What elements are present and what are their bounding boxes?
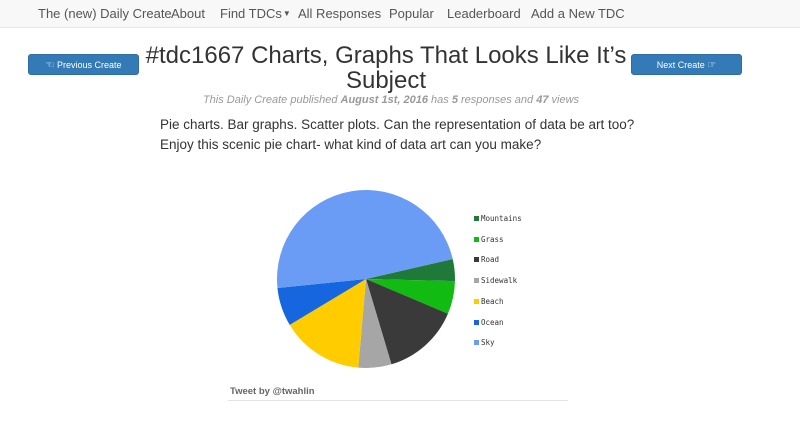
- hand-point-left-icon: ☜: [45, 60, 55, 71]
- legend-label: Sky: [481, 338, 495, 348]
- nav-find-tdcs-label: Find TDCs: [220, 6, 282, 21]
- description-line-1: Pie charts. Bar graphs. Scatter plots. C…: [160, 117, 635, 132]
- legend-item-ocean: Ocean: [474, 318, 564, 328]
- tweet-attribution[interactable]: Tweet by @twahlin: [230, 386, 315, 397]
- nav-home-link[interactable]: The (new) Daily Create: [38, 6, 172, 21]
- legend-item-mountains: Mountains: [474, 214, 564, 224]
- next-create-button[interactable]: Next Create ☞: [631, 54, 742, 75]
- meta-has: has: [431, 94, 449, 106]
- meta-views: views: [551, 94, 580, 106]
- next-create-label: Next Create: [656, 60, 705, 70]
- legend-label: Beach: [481, 296, 504, 306]
- top-navbar: The (new) Daily Create About Find TDCs▼ …: [0, 0, 800, 28]
- meta-responses-and: responses and: [461, 94, 534, 106]
- pie-slice-beach: [289, 279, 366, 368]
- legend-label: Road: [481, 255, 500, 265]
- pie-slice-sidewalk: [358, 279, 392, 368]
- pie-slice-road: [366, 279, 448, 365]
- pie-slice-mountains: [366, 258, 455, 282]
- nav-add-tdc-link[interactable]: Add a New TDC: [531, 6, 625, 21]
- legend-item-sidewalk: Sidewalk: [474, 276, 564, 286]
- previous-create-label: Previous Create: [56, 60, 122, 70]
- nav-leaderboard-link[interactable]: Leaderboard: [447, 6, 521, 21]
- legend-item-road: Road: [474, 255, 564, 265]
- legend-label: Grass: [481, 234, 504, 244]
- legend-label: Ocean: [481, 317, 504, 327]
- description-line-2: Enjoy this scenic pie chart- what kind o…: [160, 137, 542, 152]
- tweet-divider: [228, 400, 568, 401]
- pie-slice-grass: [366, 279, 455, 314]
- previous-create-button[interactable]: ☜ Previous Create: [28, 54, 139, 75]
- legend-label: Sidewalk: [481, 276, 518, 286]
- scenic-pie-chart: [277, 190, 455, 368]
- nav-about-link[interactable]: About: [171, 6, 205, 21]
- pie-slice-ocean: [277, 279, 366, 325]
- post-description: Pie charts. Bar graphs. Scatter plots. C…: [160, 115, 640, 155]
- legend-label: Mountains: [481, 214, 522, 223]
- pie-slice-sky: [277, 190, 453, 288]
- legend-swatch: [474, 236, 479, 242]
- publish-date: August 1st, 2016: [340, 94, 428, 106]
- legend-swatch: [474, 216, 479, 221]
- page-title: #tdc1667 Charts, Graphs That Looks Like …: [145, 42, 627, 94]
- nav-popular-link[interactable]: Popular: [389, 6, 434, 21]
- nav-find-tdcs-dropdown[interactable]: Find TDCs▼: [220, 6, 291, 21]
- nav-all-responses-link[interactable]: All Responses: [298, 6, 382, 21]
- hand-point-right-icon: ☞: [707, 60, 717, 71]
- legend-item-beach: Beach: [474, 297, 564, 307]
- legend-item-sky: Sky: [474, 338, 564, 348]
- caret-down-icon: ▼: [282, 9, 291, 18]
- legend-swatch: [474, 278, 479, 284]
- legend-swatch: [474, 340, 479, 346]
- legend-swatch: [474, 257, 479, 263]
- responses-count: 5: [451, 94, 458, 106]
- post-meta: This Daily Create published August 1st, …: [150, 94, 632, 106]
- views-count: 47: [536, 94, 549, 106]
- legend-swatch: [474, 319, 479, 325]
- legend-item-grass: Grass: [474, 235, 564, 245]
- meta-prefix: This Daily Create published: [202, 94, 338, 106]
- legend-swatch: [474, 298, 479, 304]
